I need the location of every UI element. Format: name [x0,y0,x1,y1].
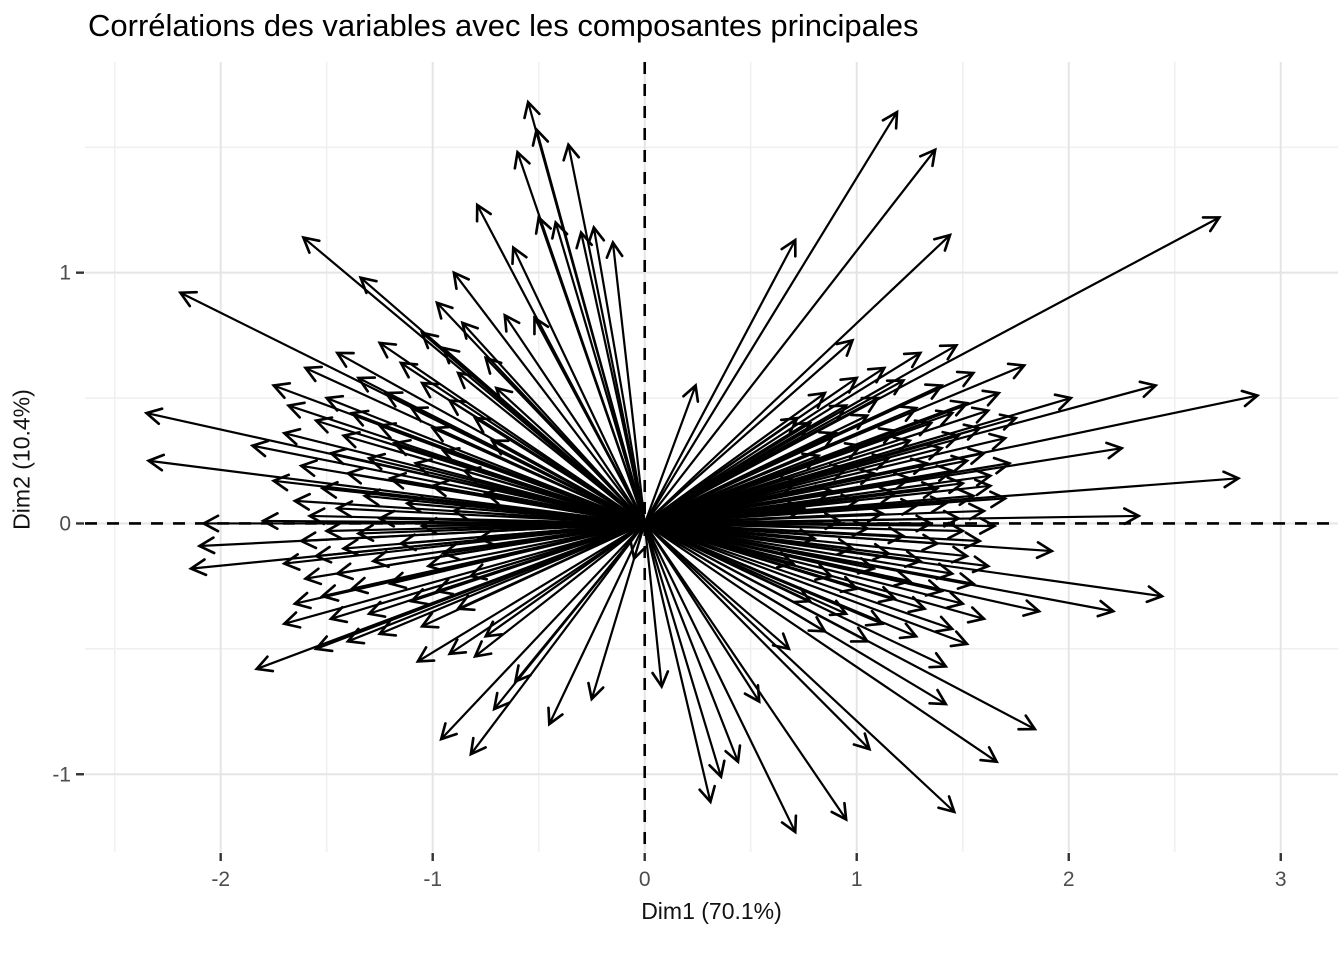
variable-arrow [643,338,855,525]
variable-arrow [644,500,807,525]
x-tick-label: 3 [1275,868,1287,891]
variable-arrow [439,522,646,742]
variable-arrow [435,300,646,525]
variable-arrow [643,522,798,835]
variable-arrow [430,425,646,525]
variable-arrow [605,239,646,524]
variable-arrow [391,438,646,525]
variable-arrow [644,522,1117,618]
variable-arrow [447,522,646,656]
variable-arrow [587,523,646,702]
variable-arrow [643,523,742,765]
variable-arrow [644,522,955,633]
variable-arrow [196,522,645,555]
variable-arrow [643,523,726,780]
gridlines-major [85,62,1338,852]
axis-tick-marks [76,271,1282,861]
variable-arrow [188,522,645,577]
variable-arrow [644,431,839,525]
variable-arrow [643,522,872,752]
y-tick-label: -1 [52,763,71,786]
variable-arrow [177,290,646,525]
variable-arrow [644,416,800,525]
gridlines-minor [85,62,1338,852]
variable-arrow [644,522,1042,617]
axis-tick-labels: -2 -1 0 1 2 3 -1 0 1 [52,262,1286,891]
x-axis-title: Dim1 (70.1%) [641,898,782,924]
y-axis-title: Dim2 (10.4%) [8,389,35,530]
variable-arrow [644,522,949,669]
variable-arrow [644,522,1055,560]
variable-arrow [644,366,887,525]
y-tick-label: 0 [59,512,71,535]
variable-arrow [254,522,646,673]
plot-title: Corrélations des variables avec les comp… [88,8,919,43]
variable-arrow [358,275,646,525]
variable-arrow [644,522,1165,604]
variable-arrow [644,452,822,525]
variable-arrow [644,522,1038,731]
variable-arrow [643,109,899,525]
variable-arrow [551,219,646,524]
variable-arrow [643,382,700,524]
variable-arrow [534,214,646,524]
variable-arrow [644,521,966,540]
x-tick-label: 1 [851,868,863,891]
variable-arrow [643,233,953,525]
variable-arrow [644,522,987,624]
variable-arrow [643,147,937,525]
variable-arrow [575,229,646,524]
variable-arrow [451,502,645,525]
variable-arrow [503,312,646,525]
x-tick-label: -2 [211,868,230,891]
variable-arrow [644,522,970,648]
variable-arrow [513,522,646,684]
variable-arrow [643,523,670,690]
variable-arrow [643,522,957,814]
variable-arrows [143,99,1261,835]
variable-arrow [643,522,848,822]
variable-arrow [281,522,646,629]
variable-arrow [587,224,646,524]
variable-arrow [644,475,801,525]
variable-arrow [440,447,646,525]
variable-arrow [644,522,999,764]
variable-arrow [644,405,919,525]
variable-arrow [469,522,646,757]
variable-arrow [328,522,646,624]
variable-arrow [419,522,646,629]
reference-dashed-lines [85,62,1338,852]
variable-arrow [302,522,645,586]
variable-arrow [644,522,966,610]
variable-arrow [531,127,646,524]
variable-arrow [644,522,949,706]
variable-arrow [644,216,1222,525]
x-tick-label: 0 [639,868,651,891]
variable-arrow [511,245,646,524]
variable-arrow [482,487,645,525]
variable-arrow [644,421,813,525]
variable-arrow [472,522,646,659]
variable-arrow [644,484,835,525]
variable-arrow [643,523,716,805]
variable-arrow [475,202,646,524]
variable-arrow [472,416,646,525]
variable-arrow [644,467,877,525]
variable-arrow [644,436,913,525]
variable-arrow [461,466,646,525]
variable-arrow [452,270,646,525]
x-tick-label: 2 [1063,868,1075,891]
variable-arrow [643,237,797,524]
x-tick-label: -1 [423,868,442,891]
y-tick-label: 1 [59,262,71,285]
variable-arrow [292,522,645,610]
variable-arrow [644,522,919,640]
variable-arrow [547,522,646,727]
